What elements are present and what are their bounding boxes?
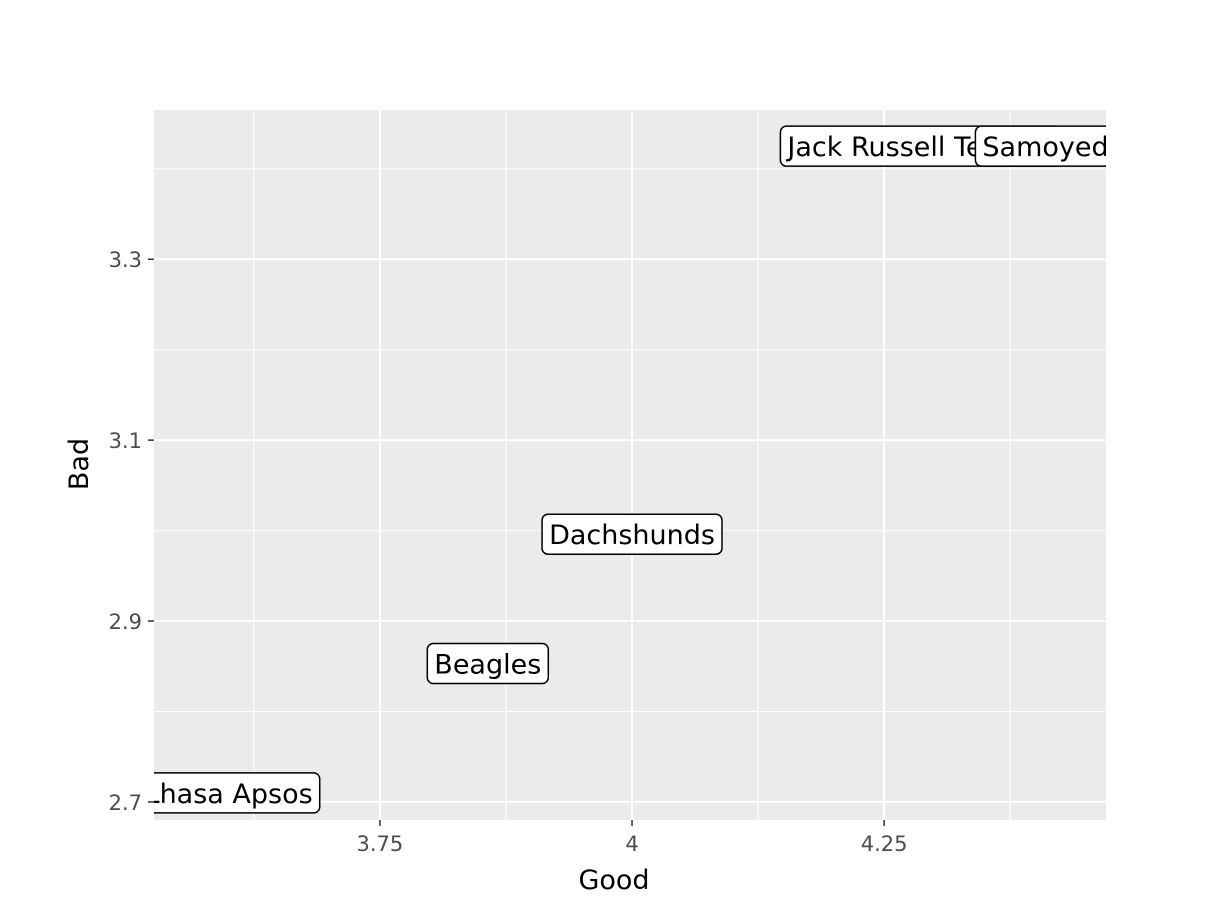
point-label: Dachshunds xyxy=(549,520,715,551)
point-label-group: Beagles xyxy=(426,642,550,685)
point-label-box xyxy=(154,772,321,814)
point-label: Samoyeds xyxy=(982,132,1122,163)
point-label-box xyxy=(974,125,1106,167)
point-label-box xyxy=(426,642,550,685)
x-tick-label: 4.25 xyxy=(861,832,908,856)
point-label: Lhasa Apsos xyxy=(145,779,313,810)
point-label-box xyxy=(541,513,723,555)
x-tick-label: 4 xyxy=(625,832,638,856)
plot-panel xyxy=(154,110,1106,820)
y-axis-title: Bad xyxy=(64,438,95,490)
y-tick-label: 3.1 xyxy=(109,429,142,453)
point-label-group: Dachshunds xyxy=(541,513,723,555)
y-axis: 2.7 2.9 3.1 3.3 xyxy=(109,248,154,815)
point-label-group: Samoyeds xyxy=(974,125,1122,167)
y-tick-label: 2.7 xyxy=(109,791,142,815)
point-label-group: Lhasa Apsos xyxy=(145,772,321,814)
x-tick-label: 3.75 xyxy=(357,832,404,856)
point-label: Beagles xyxy=(434,650,541,681)
y-tick-label: 3.3 xyxy=(109,248,142,272)
y-tick-label: 2.9 xyxy=(109,610,142,634)
x-axis-title: Good xyxy=(578,865,649,896)
x-axis: 3.75 4 4.25 xyxy=(357,820,908,856)
